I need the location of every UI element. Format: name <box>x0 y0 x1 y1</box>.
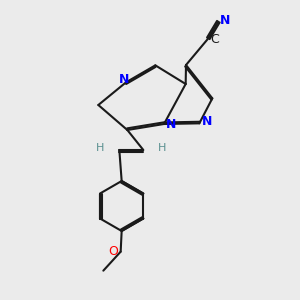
Text: H: H <box>158 143 166 153</box>
Text: N: N <box>118 74 129 86</box>
Text: H: H <box>96 143 104 153</box>
Text: N: N <box>202 115 213 128</box>
Text: C: C <box>211 33 220 46</box>
Text: O: O <box>108 245 118 258</box>
Text: N: N <box>220 14 230 27</box>
Text: N: N <box>166 118 176 130</box>
